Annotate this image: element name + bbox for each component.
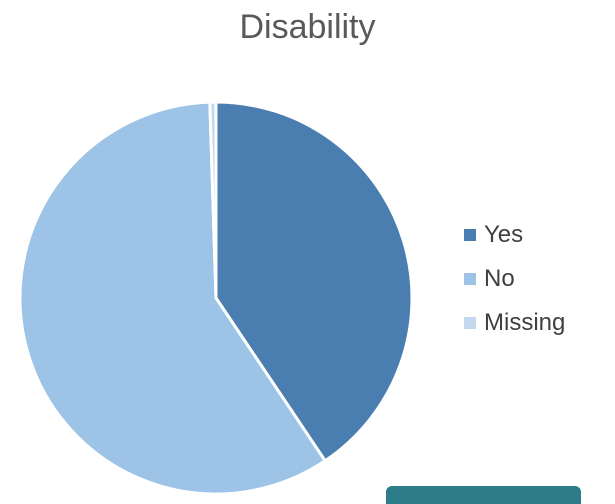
chart-title: Disability bbox=[239, 8, 376, 46]
legend-swatch-no bbox=[464, 273, 476, 285]
action-button[interactable] bbox=[386, 486, 581, 504]
legend-label-yes: Yes bbox=[484, 221, 524, 248]
legend-item-no: No bbox=[464, 266, 565, 292]
chart-legend: Yes No Missing bbox=[464, 222, 565, 354]
legend-label-missing: Missing bbox=[484, 309, 566, 336]
legend-item-yes: Yes bbox=[464, 222, 565, 248]
legend-label-no: No bbox=[484, 265, 515, 292]
pie-slice-missing bbox=[208, 100, 218, 300]
pie-slices bbox=[18, 100, 414, 496]
legend-swatch-yes bbox=[464, 229, 476, 241]
legend-swatch-missing bbox=[464, 317, 476, 329]
pie-slice-no bbox=[18, 100, 327, 496]
legend-item-missing: Missing bbox=[464, 310, 565, 336]
pie-slice-yes bbox=[214, 100, 414, 463]
